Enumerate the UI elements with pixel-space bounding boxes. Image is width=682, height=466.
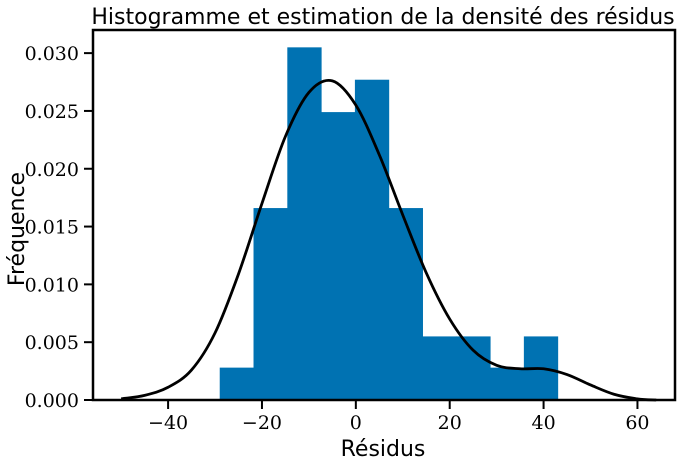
y-tick-label: 0.025: [25, 101, 79, 123]
chart-title: Histogramme et estimation de la densité …: [91, 5, 674, 30]
histogram-bar: [253, 208, 288, 400]
x-tick-label: 60: [625, 412, 649, 434]
x-tick-label: 20: [438, 412, 462, 434]
y-tick-label: 0.020: [25, 159, 79, 181]
x-tick-label: −20: [242, 412, 282, 434]
y-tick-label: 0.000: [25, 390, 79, 412]
y-tick-label: 0.015: [25, 217, 79, 239]
histogram-bar: [456, 336, 491, 400]
histogram-bars: [219, 47, 559, 400]
histogram-bar: [354, 79, 390, 400]
x-axis-label: Résidus: [341, 437, 426, 462]
histogram-bar: [219, 367, 255, 400]
plot-frame: [91, 28, 677, 402]
x-tick-label: −40: [148, 412, 188, 434]
density-curve: [120, 78, 657, 402]
y-axis-label: Fréquence: [5, 172, 30, 286]
histogram-bar: [321, 112, 356, 400]
histogram-bar: [422, 336, 457, 400]
histogram-bar: [490, 367, 525, 400]
y-tick-label: 0.030: [25, 43, 79, 65]
y-tick-label: 0.005: [25, 332, 79, 354]
y-axis-ticks: 0.000 0.005 0.010 0.015 0.020 0.025 0.030: [25, 43, 93, 412]
x-tick-label: 0: [350, 412, 362, 434]
x-tick-label: 40: [531, 412, 555, 434]
histogram-bar: [388, 208, 423, 400]
x-axis-ticks: −40 −20 0 20 40 60: [148, 400, 650, 434]
histogram-bar: [287, 47, 322, 400]
y-tick-label: 0.010: [25, 274, 79, 296]
